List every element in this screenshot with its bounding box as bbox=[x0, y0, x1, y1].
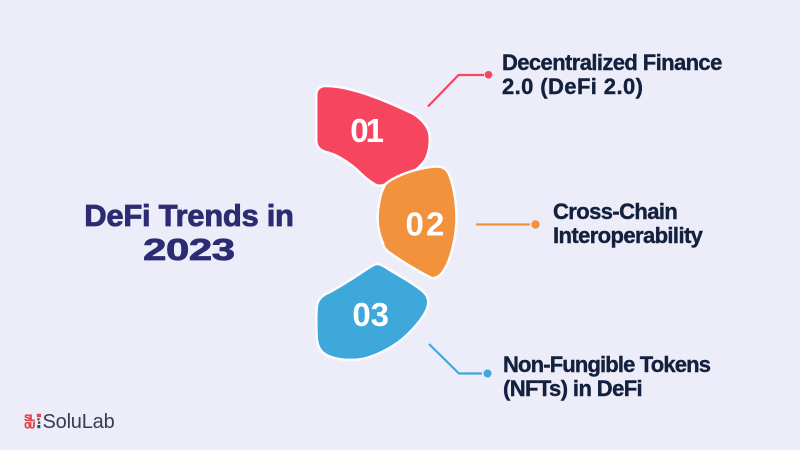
svg-text:SL: SL bbox=[24, 413, 35, 425]
svg-text:02: 02 bbox=[405, 206, 446, 243]
svg-text:01: 01 bbox=[350, 112, 383, 149]
svg-text:OU: OU bbox=[24, 421, 35, 433]
svg-text:03: 03 bbox=[352, 296, 389, 333]
